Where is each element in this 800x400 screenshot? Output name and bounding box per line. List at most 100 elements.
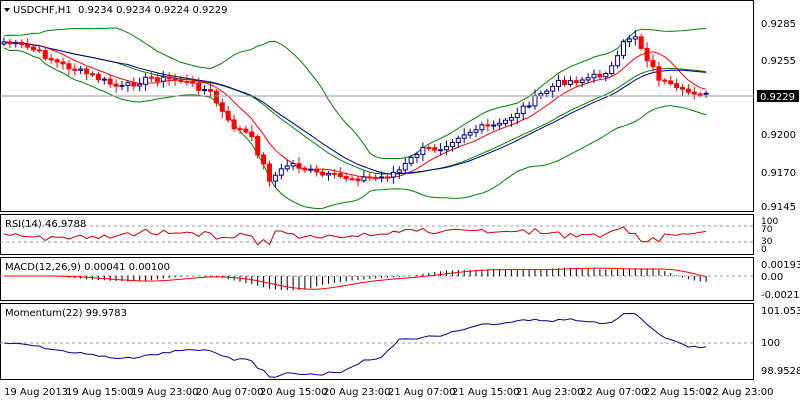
- candle-body: [449, 142, 455, 148]
- candle-body: [508, 117, 514, 121]
- candle-body: [644, 47, 650, 62]
- candle-body: [42, 49, 48, 59]
- candle-body: [455, 137, 461, 144]
- candle-body: [320, 171, 326, 176]
- rsi-label: RSI(14) 46.9788: [5, 219, 86, 230]
- current-price-tag: [757, 90, 799, 102]
- time-label: 20 Aug 07:00: [196, 387, 263, 398]
- candle-body: [1, 41, 7, 45]
- candle-body: [414, 153, 420, 158]
- time-label: 19 Aug 15:00: [66, 387, 133, 398]
- macd-tick: 0.00: [761, 272, 783, 283]
- candle-body: [680, 86, 685, 90]
- candle-body: [609, 65, 615, 75]
- macd-panel[interactable]: [0, 257, 754, 301]
- candle-body: [137, 83, 143, 87]
- candle-body: [278, 168, 284, 176]
- candle-body: [503, 119, 508, 124]
- candle-body: [621, 41, 626, 57]
- candle-body: [208, 89, 213, 92]
- rsi-line: [3, 226, 707, 246]
- macd-series: [0, 267, 754, 291]
- chart-symbol: USDCHF,H1: [13, 5, 72, 16]
- candle-body: [632, 36, 638, 40]
- candle-body: [485, 124, 491, 127]
- candle-body: [7, 41, 13, 45]
- momentum-tick: 98.9528: [761, 366, 800, 377]
- time-label: 21 Aug 15:00: [452, 387, 519, 398]
- candle-body: [385, 176, 390, 179]
- candle-body: [426, 147, 432, 150]
- candle-body: [237, 128, 243, 131]
- candle-body: [284, 165, 290, 170]
- candle-body: [231, 119, 237, 130]
- candle-body: [638, 36, 644, 49]
- candle-body: [202, 89, 208, 92]
- time-label: 21 Aug 07:00: [388, 387, 455, 398]
- candle-body: [526, 105, 532, 108]
- macd-tick: -0.00219: [761, 290, 800, 301]
- candle-body: [420, 147, 426, 155]
- candlesticks: [1, 29, 709, 188]
- candle-body: [190, 80, 196, 84]
- candle-body: [662, 79, 668, 82]
- candle-body: [467, 131, 473, 136]
- price-tick: 0.9285: [761, 19, 796, 30]
- candle-body: [674, 83, 680, 88]
- candle-body: [272, 174, 278, 182]
- time-label: 22 Aug 07:00: [580, 387, 647, 398]
- candle-body: [78, 68, 84, 71]
- candle-body: [685, 88, 691, 93]
- price-panel[interactable]: [0, 0, 754, 212]
- candle-body: [125, 82, 131, 86]
- candle-body: [656, 66, 662, 81]
- price-tick: 0.9170: [761, 168, 796, 179]
- candle-body: [249, 131, 255, 138]
- candle-body: [556, 79, 562, 87]
- candle-body: [473, 129, 479, 133]
- candle-body: [562, 79, 567, 85]
- candle-body: [296, 163, 302, 169]
- candle-body: [703, 92, 709, 95]
- bollinger-bands: [3, 27, 707, 210]
- candle-body: [626, 38, 632, 43]
- moving-averages: [3, 41, 707, 179]
- candle-body: [154, 77, 160, 82]
- candle-body: [13, 41, 19, 45]
- momentum-panel[interactable]: [0, 303, 754, 380]
- candle-body: [585, 77, 591, 81]
- candle-body: [60, 61, 66, 65]
- price-tick: 0.9255: [761, 56, 796, 67]
- bollinger-mid-line: [3, 41, 707, 175]
- candle-body: [491, 124, 497, 127]
- candle-body: [520, 105, 526, 114]
- time-label: 22 Aug 23:00: [706, 387, 773, 398]
- time-label: 20 Aug 23:00: [323, 387, 390, 398]
- candle-body: [267, 163, 272, 182]
- rsi-tick: 100: [761, 217, 778, 227]
- candle-body: [119, 84, 125, 87]
- candle-body: [367, 176, 373, 179]
- candle-body: [691, 91, 697, 95]
- candle-body: [432, 147, 438, 151]
- candle-body: [591, 73, 597, 79]
- dropdown-triangle-icon[interactable]: [4, 8, 10, 12]
- candle-body: [331, 172, 337, 175]
- candle-body: [603, 73, 609, 78]
- rsi-tick: 30: [761, 237, 773, 247]
- candle-body: [66, 63, 72, 70]
- candle-body: [355, 178, 361, 182]
- time-label: 22 Aug 15:00: [644, 387, 711, 398]
- candle-body: [579, 79, 585, 84]
- candle-body: [390, 171, 396, 178]
- candle-body: [149, 76, 154, 79]
- candle-body: [438, 149, 444, 152]
- candle-body: [308, 168, 314, 171]
- candle-body: [95, 73, 101, 81]
- momentum-label: Momentum(22) 99.9783: [5, 308, 127, 319]
- candle-body: [90, 73, 95, 76]
- candle-body: [166, 76, 172, 80]
- candle-body: [261, 154, 267, 165]
- candle-body: [178, 79, 184, 82]
